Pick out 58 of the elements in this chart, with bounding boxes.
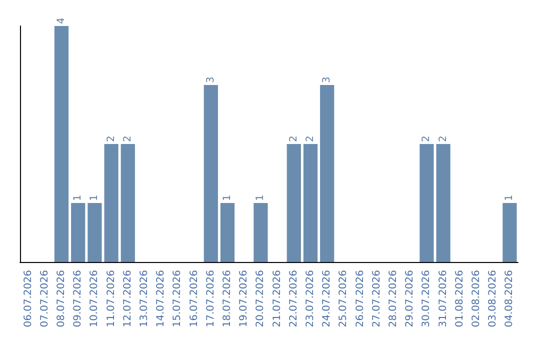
- x-tick-label: 26.07.2026: [354, 270, 366, 328]
- data-label: 1: [255, 194, 266, 201]
- x-tick-label: 30.07.2026: [421, 270, 432, 328]
- data-label: 2: [122, 136, 134, 142]
- x-tick-label: 17.07.2026: [205, 270, 216, 328]
- x-tick-label: 01.08.2026: [454, 270, 466, 328]
- data-label: 1: [72, 194, 84, 201]
- data-label: 2: [438, 136, 449, 142]
- data-label: 3: [322, 76, 333, 83]
- x-tick-label: 09.07.2026: [72, 270, 84, 328]
- x-tick-label: 20.07.2026: [255, 270, 266, 328]
- x-tick-label: 04.08.2026: [504, 270, 516, 328]
- x-tick-label: 03.08.2026: [488, 270, 499, 328]
- x-tick-label: 06.07.2026: [22, 270, 34, 328]
- bar: [286, 144, 301, 262]
- x-tick-label: 12.07.2026: [122, 270, 134, 328]
- bar: [204, 85, 218, 262]
- x-tick-label: 15.07.2026: [172, 270, 184, 328]
- bar: [303, 144, 318, 262]
- bar: [502, 203, 517, 262]
- data-label: 1: [222, 194, 233, 201]
- x-tick-label: 21.07.2026: [272, 270, 283, 328]
- x-tick-label: 25.07.2026: [338, 270, 350, 328]
- bar: [71, 203, 86, 262]
- x-tick-label: 18.07.2026: [222, 270, 233, 328]
- data-label: 2: [421, 136, 432, 142]
- x-tick-label: 02.08.2026: [471, 270, 482, 328]
- data-label: 1: [504, 194, 516, 201]
- data-label: 2: [106, 136, 117, 142]
- x-tick-label: 10.07.2026: [89, 270, 100, 328]
- data-label: 2: [288, 136, 300, 142]
- x-tick-label: 14.07.2026: [156, 270, 167, 328]
- bar: [420, 144, 434, 262]
- x-tick-label: 08.07.2026: [56, 270, 67, 328]
- bar: [220, 203, 235, 262]
- x-tick-label: 19.07.2026: [238, 270, 250, 328]
- x-tick-label: 24.07.2026: [322, 270, 333, 328]
- bar: [54, 26, 69, 262]
- bar: [88, 203, 102, 262]
- bar: [254, 203, 268, 262]
- x-tick-label: 11.07.2026: [106, 270, 117, 328]
- bar: [120, 144, 135, 262]
- x-tick-label: 13.07.2026: [139, 270, 150, 328]
- bar: [436, 144, 450, 262]
- x-tick-label: 29.07.2026: [404, 270, 416, 328]
- data-label: 1: [89, 194, 100, 201]
- x-tick-label: 27.07.2026: [371, 270, 382, 328]
- x-tick-label: 28.07.2026: [388, 270, 399, 328]
- bar: [104, 144, 118, 262]
- data-label: 4: [56, 18, 67, 24]
- x-tick-label: 31.07.2026: [438, 270, 449, 328]
- x-tick-label: 16.07.2026: [188, 270, 200, 328]
- data-label: 2: [305, 136, 316, 142]
- x-tick-label: 22.07.2026: [288, 270, 300, 328]
- x-tick-label: 23.07.2026: [305, 270, 316, 328]
- data-label: 3: [205, 76, 216, 83]
- x-tick-label: 07.07.2026: [39, 270, 50, 328]
- bar: [320, 85, 334, 262]
